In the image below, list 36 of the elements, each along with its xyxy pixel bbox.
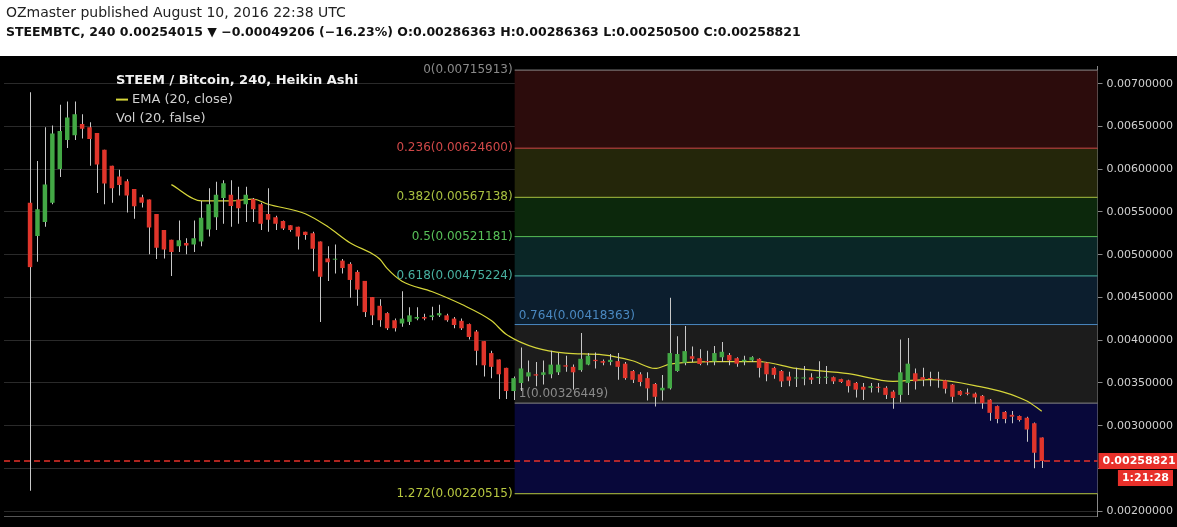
y-tick-label: 0.00550000 <box>1106 204 1173 218</box>
candlestick <box>794 367 799 388</box>
text: 1:21:28 <box>1121 470 1170 484</box>
candlestick <box>927 371 933 387</box>
y-tick-label: 0.00600000 <box>1106 162 1173 176</box>
annotation: Vol (20, false) <box>116 109 206 125</box>
text: OZmaster published August 10, 2016 22:38 UTC <box>5 3 347 22</box>
ref-line-label: 0(0.00715913) <box>423 62 513 77</box>
candlestick <box>935 371 940 388</box>
candlestick <box>823 365 829 384</box>
candlestick <box>660 374 665 401</box>
ref-line-label: 1.272(0.00220515) <box>396 485 513 500</box>
candlestick <box>801 365 806 386</box>
chart-title: STEEM / Bitcoin, 240, Heikin Ashi <box>116 71 359 87</box>
line-series <box>170 184 1043 412</box>
candlestick <box>332 244 338 274</box>
y-tick-label: 0.00700000 <box>1106 76 1173 90</box>
chart-subtitle: STEEMBTC, 240 0.00254015 ▼ −0.00049206 (−16.23%) O:0.00286363 H:0.00286363 L:0.00250500 C:0.00258821 <box>5 23 802 41</box>
candlestick <box>533 362 539 387</box>
y-tick-label: 0.00450000 <box>1106 290 1173 304</box>
ref-line-label: 0.00258821 <box>1102 453 1176 467</box>
candlestick <box>541 360 546 385</box>
ref-line-label: 1(0.00326449) <box>518 386 609 401</box>
y-tick-label: 0.00350000 <box>1106 375 1173 389</box>
y-tick-label: 0.00650000 <box>1106 119 1173 133</box>
ref-line-label: 0.236(0.00624600) <box>396 140 513 155</box>
y-tick-label: 0.00400000 <box>1106 333 1173 347</box>
ref-line-label: 0.5(0.00521181) <box>411 228 513 243</box>
y-tick-label: 0.00500000 <box>1106 247 1173 261</box>
ref-line-label: 0.382(0.00567138) <box>396 189 513 204</box>
candlestick <box>875 382 881 393</box>
y-tick-label: 0.00200000 <box>1106 504 1173 518</box>
y-tick-label: 0.00300000 <box>1106 418 1173 432</box>
ref-line-label: 0.618(0.00475224) <box>396 268 513 283</box>
ref-line-label: 0.764(0.00418363) <box>518 307 635 322</box>
legend-label: EMA (20, close) <box>132 90 233 106</box>
